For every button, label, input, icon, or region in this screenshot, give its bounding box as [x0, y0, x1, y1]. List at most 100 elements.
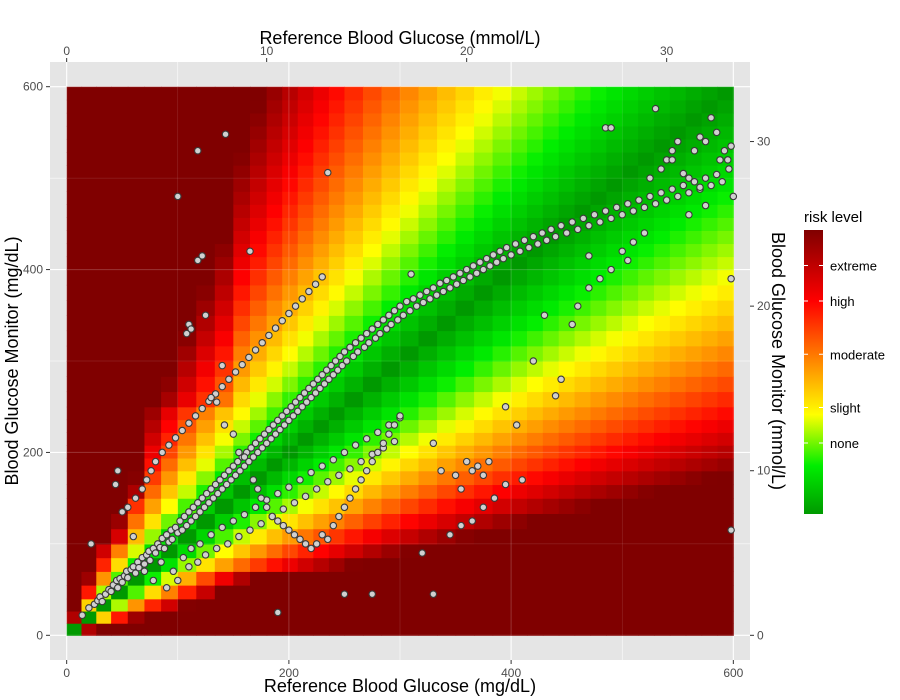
- risk-cell: [606, 585, 623, 600]
- risk-cell: [653, 498, 671, 514]
- risk-cell: [81, 230, 97, 245]
- risk-cell: [66, 230, 83, 245]
- risk-cell: [214, 300, 234, 316]
- risk-cell: [144, 138, 162, 153]
- risk-cell: [313, 191, 330, 205]
- risk-cell: [362, 513, 383, 530]
- risk-cell: [669, 330, 687, 347]
- risk-cell: [455, 165, 475, 179]
- risk-cell: [653, 256, 671, 271]
- scatter-point: [534, 240, 542, 248]
- scatter-point: [390, 306, 399, 315]
- risk-cell: [511, 345, 528, 362]
- risk-cell: [66, 457, 83, 472]
- risk-cell: [685, 152, 703, 166]
- risk-cell: [127, 432, 146, 446]
- scatter-point: [114, 466, 122, 475]
- risk-cell: [381, 284, 401, 301]
- risk-cell: [638, 543, 655, 559]
- scatter-point: [701, 137, 710, 146]
- scatter-point: [346, 343, 354, 352]
- risk-cell: [96, 99, 112, 114]
- risk-cell: [81, 484, 97, 499]
- risk-cell: [328, 528, 346, 545]
- risk-cell: [526, 498, 544, 514]
- risk-cell: [526, 256, 544, 271]
- scatter-point: [529, 232, 538, 241]
- scatter-point: [198, 494, 206, 502]
- risk-cell: [669, 623, 687, 636]
- risk-cell: [297, 112, 314, 127]
- risk-cell: [250, 284, 268, 301]
- risk-cell: [622, 243, 639, 258]
- scatter-point: [165, 441, 173, 449]
- risk-cell: [111, 445, 129, 459]
- scatter-point: [618, 247, 626, 256]
- risk-cell: [66, 557, 83, 572]
- scatter-point: [325, 375, 333, 384]
- risk-cell: [344, 230, 364, 245]
- risk-cell: [328, 300, 346, 316]
- risk-cell: [418, 498, 438, 514]
- scatter-point: [542, 236, 551, 245]
- scatter-point: [601, 207, 610, 215]
- scatter-point: [590, 210, 599, 219]
- scatter-point: [318, 273, 326, 281]
- scatter-point: [187, 325, 195, 333]
- risk-cell: [492, 445, 512, 459]
- scatter-point: [485, 457, 493, 466]
- scatter-point: [376, 329, 384, 338]
- risk-cell: [511, 571, 528, 586]
- x-tick-label: 200: [279, 666, 299, 680]
- risk-cell: [455, 361, 475, 377]
- risk-cell: [81, 585, 97, 600]
- risk-cell: [144, 484, 162, 499]
- risk-cell: [590, 419, 607, 433]
- risk-cell: [214, 345, 234, 362]
- scatter-point: [331, 357, 340, 365]
- risk-cell: [381, 230, 401, 245]
- risk-cell: [574, 315, 592, 332]
- risk-cell: [606, 138, 623, 153]
- risk-cell: [362, 345, 383, 362]
- scatter-point: [579, 214, 588, 223]
- risk-cell: [638, 243, 655, 258]
- scatter-point: [298, 295, 306, 303]
- scatter-point: [525, 243, 533, 252]
- scatter-point: [679, 169, 688, 178]
- risk-cell: [144, 269, 162, 286]
- risk-cell: [558, 125, 576, 140]
- risk-cell: [685, 112, 703, 127]
- risk-cell: [590, 376, 607, 393]
- risk-cell: [542, 432, 560, 446]
- risk-cell: [381, 112, 401, 127]
- risk-cell: [381, 269, 401, 286]
- risk-cell: [266, 543, 283, 559]
- scatter-point: [131, 569, 140, 577]
- risk-cell: [81, 376, 97, 393]
- risk-cell: [233, 543, 251, 559]
- risk-cell: [685, 543, 703, 559]
- risk-cell: [144, 345, 162, 362]
- scatter-point: [335, 471, 343, 480]
- scatter-point: [529, 357, 538, 365]
- risk-cell: [418, 256, 438, 271]
- risk-cell: [492, 112, 512, 127]
- risk-cell: [250, 598, 268, 612]
- scatter-point: [479, 503, 488, 512]
- risk-cell: [574, 191, 592, 205]
- risk-cell: [606, 361, 623, 377]
- risk-cell: [96, 419, 112, 433]
- x-tick-label: 0: [63, 666, 70, 680]
- risk-cell: [455, 543, 475, 559]
- risk-cell: [526, 543, 544, 559]
- risk-cell: [685, 230, 703, 245]
- scatter-point: [406, 306, 414, 315]
- risk-cell: [161, 86, 179, 101]
- scatter-point: [612, 203, 621, 212]
- scatter-point: [629, 207, 638, 215]
- risk-cell: [381, 498, 401, 514]
- risk-cell: [328, 112, 346, 127]
- risk-cell: [282, 243, 299, 258]
- risk-cell: [127, 315, 146, 332]
